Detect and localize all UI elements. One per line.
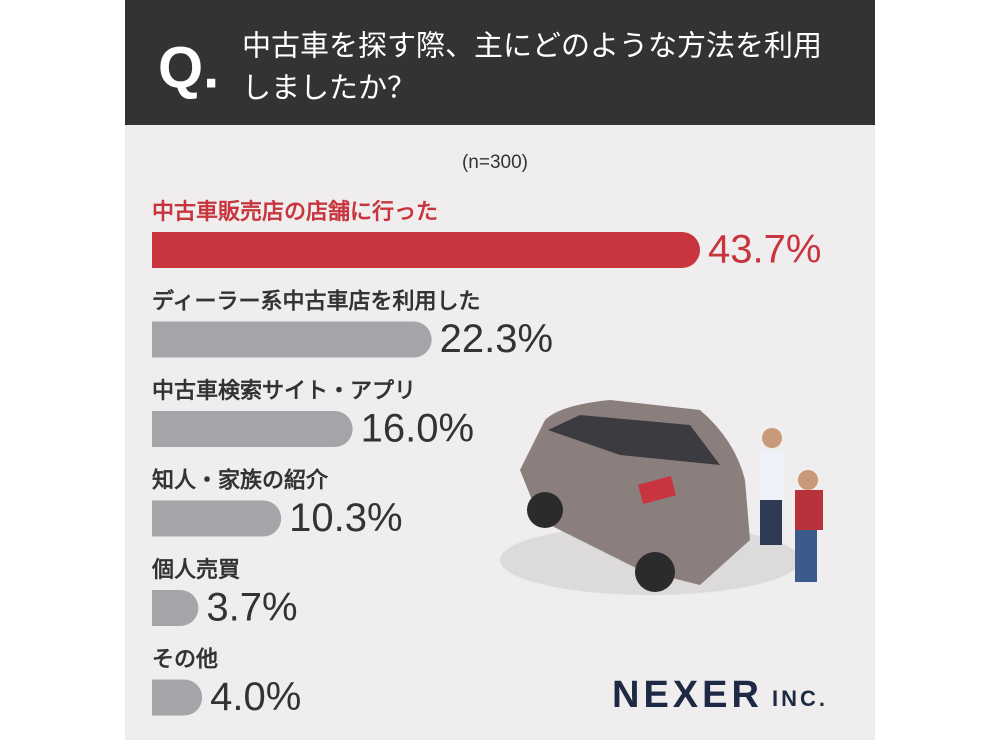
value-label: 4.0% [210,675,301,719]
illustration [500,400,823,595]
category-label: ディーラー系中古車店を利用した [152,288,480,313]
value-label: 16.0% [361,407,474,451]
value-label: 22.3% [440,317,553,361]
value-label: 10.3% [289,496,402,540]
bar [152,500,282,537]
category-label: 個人売買 [151,557,240,582]
bar [152,679,203,716]
question-line: 中古車を探す際、主にどのような方法を利用 [242,30,822,63]
logo: NEXER [612,674,763,716]
question-line: しましたか？ [242,73,416,105]
question-mark: Q. [158,35,219,100]
bar [152,321,432,358]
value-label: 3.7% [206,586,297,630]
category-label: その他 [152,646,218,671]
value-label: 43.7% [708,228,821,272]
bar [152,590,199,626]
category-label: 中古車販売店の店舗に行った [152,199,438,224]
category-label: 知人・家族の紹介 [152,467,329,492]
logo-suffix: INC. [772,686,828,711]
header-bar [125,0,875,125]
sample-size: (n=300) [462,152,528,173]
bar [152,411,353,447]
category-label: 中古車検索サイト・アプリ [152,378,416,403]
bar [152,232,700,268]
